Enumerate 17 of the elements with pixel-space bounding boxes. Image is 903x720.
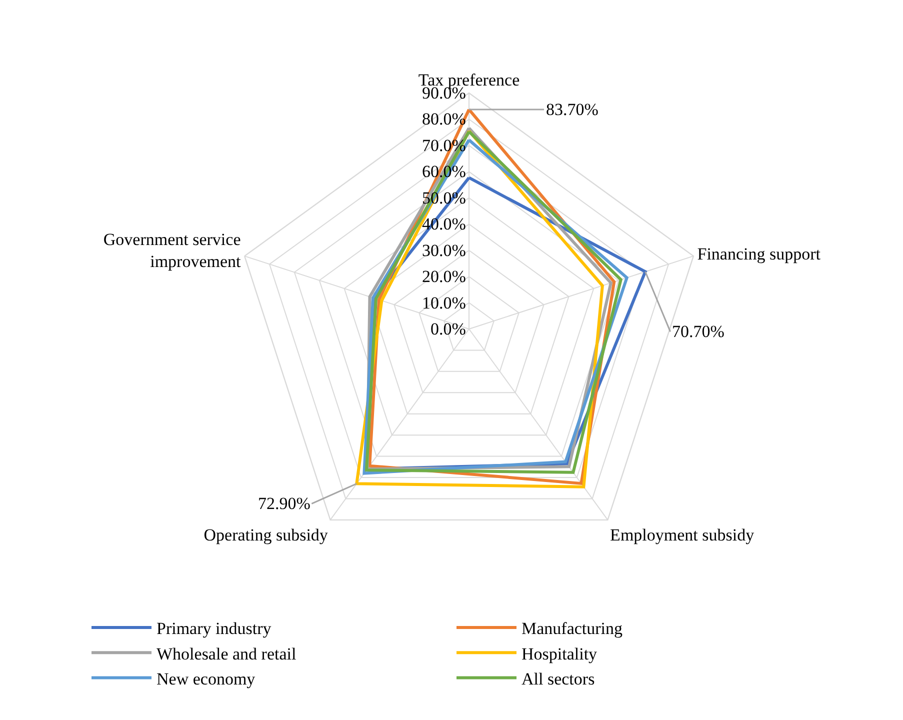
data-label: 70.70%	[672, 322, 724, 341]
legend-label: Manufacturing	[522, 619, 624, 638]
y-tick-label: 30.0%	[422, 240, 466, 260]
legend-label: Primary industry	[156, 619, 272, 638]
y-tick-label: 0.0%	[430, 320, 466, 339]
spoke-label: Employment subsidy	[610, 525, 755, 544]
data-label: 83.70%	[546, 100, 598, 119]
spoke-label: Government service improvement	[103, 230, 242, 272]
spoke-label: Operating subsidy	[204, 525, 328, 544]
data-label: 72.90%	[258, 494, 310, 513]
legend-label: Wholesale and retail	[156, 644, 296, 664]
y-tick-label: 10.0%	[422, 293, 466, 312]
spoke-label: Financing support	[697, 244, 821, 264]
legend-label: All sectors	[522, 669, 595, 688]
legend-label: New economy	[156, 669, 256, 688]
y-tick-label: 20.0%	[422, 267, 466, 286]
legend-label: Hospitality	[522, 644, 598, 664]
